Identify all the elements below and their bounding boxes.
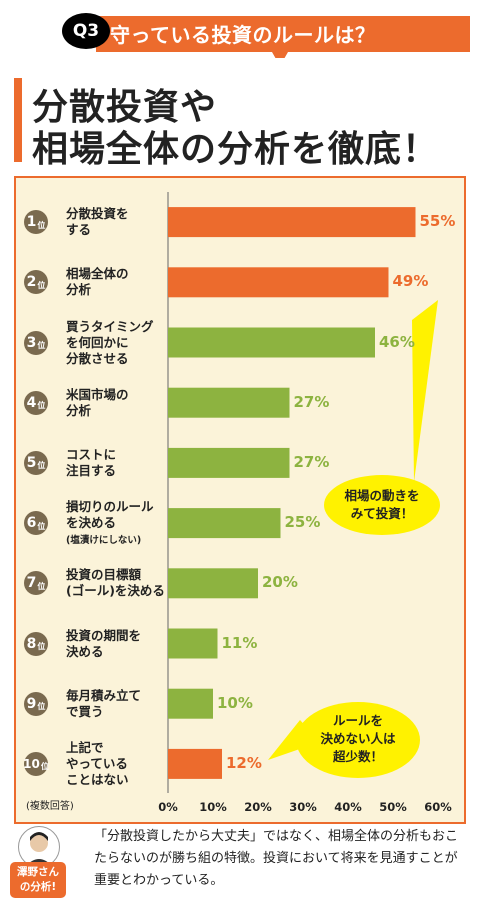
bar-value-label: 46% [379, 332, 415, 351]
bar-value-label: 27% [293, 452, 330, 471]
bar-value-label: 10% [217, 693, 253, 712]
x-tick-label: 30% [289, 800, 317, 814]
bar-value-label: 11% [221, 633, 258, 652]
x-tick-label: 50% [379, 800, 407, 814]
bar-value-label: 49% [392, 272, 429, 291]
x-tick-label: 20% [244, 800, 272, 814]
question-banner [96, 16, 470, 58]
bar-9 [168, 688, 213, 719]
bar-2 [168, 267, 389, 298]
bar-value-label: 25% [284, 513, 321, 532]
bar-1 [168, 207, 416, 238]
x-tick-label: 60% [424, 800, 452, 814]
bar-8 [168, 628, 218, 659]
category-label: 買うタイミング を何回かに 分散させる [66, 318, 154, 366]
x-tick-label: 0% [158, 800, 178, 814]
category-label: 投資の目標額 (ゴール)を決める [66, 567, 165, 599]
bar-10 [168, 748, 222, 779]
bar-value-label: 12% [226, 753, 262, 772]
category-note: (塩漬けにしない) [66, 535, 142, 547]
bar-3 [168, 327, 375, 358]
category-label: 相場全体の 分析 [66, 266, 129, 298]
x-tick-label: 10% [199, 800, 227, 814]
bar-value-label: 55% [419, 212, 456, 231]
bar-value-label: 27% [293, 392, 330, 411]
category-label: 分散投資を する [66, 206, 129, 238]
speech-bubble-1 [324, 300, 440, 535]
headline-line-1: 分散投資や [32, 87, 218, 128]
multiple-answers-note: (複数回答) [26, 801, 74, 812]
analyst-comment: 「分散投資したから大丈夫」ではなく、相場全体の分析もおこたらないのが勝ち組の特徴… [94, 829, 459, 888]
question-text: 守っている投資のルールは？ [110, 23, 376, 47]
analyst-avatar [18, 826, 60, 868]
headline-line-2: 相場全体の分析を徹底！ [32, 129, 440, 170]
category-label: 損切りのルール を決める [66, 499, 154, 531]
bar-4 [168, 387, 290, 418]
category-label: 投資の期間を 決める [66, 627, 142, 659]
bar-6 [168, 508, 281, 539]
analyst-tag: 澤野さん の分析! [10, 862, 66, 898]
category-label: コストに 注目する [66, 446, 117, 478]
category-label: 米国市場の 分析 [66, 386, 129, 418]
bar-value-label: 20% [262, 573, 298, 592]
category-label: 毎月積み立て で買う [66, 687, 142, 719]
question-number-badge: Q3 [62, 13, 110, 49]
category-label: 上記で やっている ことはない [66, 739, 129, 787]
x-tick-label: 40% [334, 800, 362, 814]
bubble-annotation-2: ルールを 決めない人は 超少数！ [320, 713, 396, 764]
rank-badge: 10 位 [23, 751, 49, 776]
bubble-annotation-1: 相場の動きを みて投資！ [344, 488, 420, 521]
bar-5 [168, 447, 290, 478]
headline-accent-bar [14, 78, 22, 162]
bar-7 [168, 568, 258, 599]
speech-bubble-2 [268, 702, 420, 778]
